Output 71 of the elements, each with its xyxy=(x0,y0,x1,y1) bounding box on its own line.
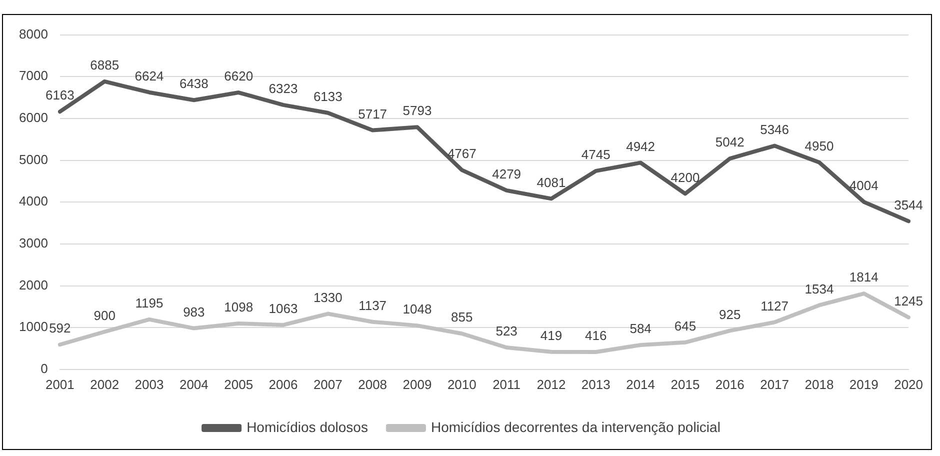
data-label: 419 xyxy=(540,328,562,343)
data-label: 523 xyxy=(496,324,518,339)
data-label: 855 xyxy=(451,310,473,325)
legend-label: Homicídios decorrentes da intervenção policial xyxy=(430,418,720,435)
data-label: 592 xyxy=(49,320,71,336)
data-label: 983 xyxy=(183,304,205,320)
data-label: 6885 xyxy=(90,58,120,73)
data-label: 5042 xyxy=(715,134,744,150)
data-label: 3544 xyxy=(894,197,923,212)
data-label: 6163 xyxy=(45,88,74,103)
data-label: 1127 xyxy=(760,298,789,314)
x-tick-label: 2002 xyxy=(90,376,120,392)
x-tick-label: 2011 xyxy=(492,376,521,392)
y-tick-label: 4000 xyxy=(19,194,48,209)
data-label: 4279 xyxy=(492,166,522,182)
x-tick-label: 2012 xyxy=(536,376,566,392)
y-tick-label: 3000 xyxy=(19,236,48,251)
x-tick-label: 2003 xyxy=(134,376,164,392)
x-tick-label: 2006 xyxy=(268,376,298,392)
x-tick-label: 2004 xyxy=(179,376,208,392)
data-label: 416 xyxy=(585,328,607,344)
y-tick-label: 2000 xyxy=(19,277,48,292)
data-label: 1245 xyxy=(894,293,923,308)
data-label: 6133 xyxy=(313,88,342,104)
data-label: 900 xyxy=(94,308,116,323)
data-label: 4081 xyxy=(536,174,566,190)
legend-label: Homicídios dolosos xyxy=(246,418,368,435)
x-tick-label: 2001 xyxy=(45,376,74,392)
data-label: 925 xyxy=(719,306,741,322)
data-label: 6323 xyxy=(268,81,298,96)
data-label: 4950 xyxy=(804,138,834,154)
data-label: 6624 xyxy=(134,68,164,84)
data-label: 645 xyxy=(674,318,696,334)
data-label: 1048 xyxy=(402,302,432,317)
data-label: 4767 xyxy=(447,146,476,162)
y-tick-label: 6000 xyxy=(19,110,48,126)
y-tick-label: 8000 xyxy=(19,26,48,42)
data-label: 1330 xyxy=(313,290,342,305)
x-tick-label: 2013 xyxy=(581,376,610,392)
data-label: 6438 xyxy=(179,76,208,92)
data-label: 6620 xyxy=(224,68,254,84)
data-label: 1098 xyxy=(224,300,254,315)
x-tick-label: 2010 xyxy=(447,376,476,392)
data-label: 5793 xyxy=(402,103,432,118)
data-label: 4200 xyxy=(670,170,700,185)
x-tick-label: 2016 xyxy=(715,376,744,392)
data-label: 1195 xyxy=(135,295,164,310)
y-tick-label: 1000 xyxy=(19,319,48,334)
x-tick-label: 2017 xyxy=(760,376,790,392)
y-tick-label: 7000 xyxy=(19,68,48,84)
y-tick-label: 0 xyxy=(40,360,48,376)
data-label: 584 xyxy=(630,321,652,336)
y-tick-label: 5000 xyxy=(19,152,48,167)
data-label: 1137 xyxy=(358,298,387,313)
data-label: 4004 xyxy=(849,178,878,194)
x-tick-label: 2019 xyxy=(849,376,878,392)
x-tick-label: 2014 xyxy=(626,376,656,392)
x-tick-label: 2015 xyxy=(670,376,700,392)
data-label: 5717 xyxy=(358,106,388,122)
data-label: 1814 xyxy=(849,270,878,285)
x-tick-label: 2009 xyxy=(402,376,432,392)
data-label: 4745 xyxy=(581,147,610,162)
data-label: 1063 xyxy=(268,301,298,316)
data-label: 5346 xyxy=(760,122,790,137)
x-tick-label: 2007 xyxy=(313,376,342,392)
x-tick-label: 2018 xyxy=(804,376,834,392)
x-tick-label: 2020 xyxy=(894,376,923,392)
x-tick-label: 2005 xyxy=(224,376,254,392)
data-label: 4942 xyxy=(626,138,656,154)
data-label: 1534 xyxy=(804,281,834,296)
x-tick-label: 2008 xyxy=(358,376,388,392)
